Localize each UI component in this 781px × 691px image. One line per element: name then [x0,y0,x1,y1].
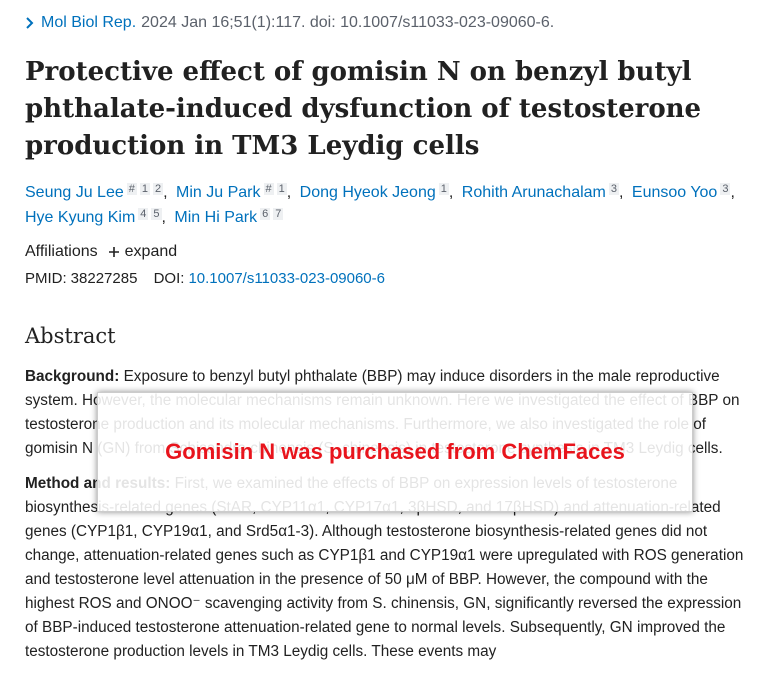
abstract-heading: Abstract [25,324,116,348]
plus-icon [108,247,119,257]
affiliation-ref[interactable]: 1 [276,183,287,195]
affiliation-ref[interactable]: 6 [260,208,271,220]
author-name[interactable]: Rohith Arunachalam [461,184,606,201]
citation-details: 2024 Jan 16;51(1):117. doi: 10.1007/s110… [141,14,555,31]
author: Rohith Arunachalam 3 [461,183,627,201]
affiliation-ref[interactable]: 1 [438,183,449,195]
chevron-icon [26,17,34,29]
pmid: 38227285 [70,270,138,287]
author: Eunsoo Yoo 3 [631,183,739,201]
overlay-text: Gomisin N was purchased from ChemFaces [165,439,625,464]
author-name[interactable]: Hye Kyung Kim [25,209,136,226]
affiliation-ref[interactable]: 3 [608,183,619,195]
author-name[interactable]: Seung Ju Lee [25,184,124,201]
author-name[interactable]: Eunsoo Yoo [631,184,718,201]
overlay-box: Gomisin N was purchased from ChemFaces [97,392,693,512]
affiliation-ref[interactable]: 2 [153,183,164,195]
affiliation-ref[interactable]: 1 [139,183,150,195]
author-name[interactable]: Min Ju Park [176,184,261,201]
identifiers: PMID: 38227285 DOI: 10.1007/s11033-023-090… [25,270,385,287]
affiliation-ref[interactable]: 7 [273,208,284,220]
expand-button[interactable]: expand [108,243,178,261]
doi-label: DOI: [153,270,185,287]
affiliation-ref[interactable]: 4 [138,208,149,220]
section-label: Background: [25,368,120,385]
author-name[interactable]: Min Hi Park [174,209,258,226]
author: Hye Kyung Kim 4 5 [25,208,170,226]
author-list: Seung Ju Lee#12 Min Ju Park#1 Dong Hyeok… [25,180,745,230]
citation: Mol Biol Rep. 2024 Jan 16;51(1):117. doi… [25,14,554,32]
author: Min Hi Park 6 7 [174,208,284,226]
affiliations-row: Affiliations expand [25,243,177,261]
author-name[interactable]: Dong Hyeok Jeong [299,184,436,201]
article-title: Protective effect of gomisin N on benzyl… [25,57,702,161]
pmid-label: PMID: [25,270,67,287]
affiliation-ref[interactable]: 5 [151,208,162,220]
expand-label: expand [124,243,178,260]
affiliation-ref[interactable]: # [126,183,137,195]
author: Min Ju Park #1 [176,183,295,201]
author: Seung Ju Lee #1 2 [25,183,172,201]
affiliations-label: Affiliations [25,243,98,260]
affiliation-ref[interactable]: # [263,183,274,195]
author: Dong Hyeok Jeong 1 [299,183,457,201]
doi-link[interactable]: 10.1007/s11033-023-09060-6 [188,270,385,287]
affiliation-ref[interactable]: 3 [720,183,731,195]
journal-link[interactable]: Mol Biol Rep. [41,14,137,31]
